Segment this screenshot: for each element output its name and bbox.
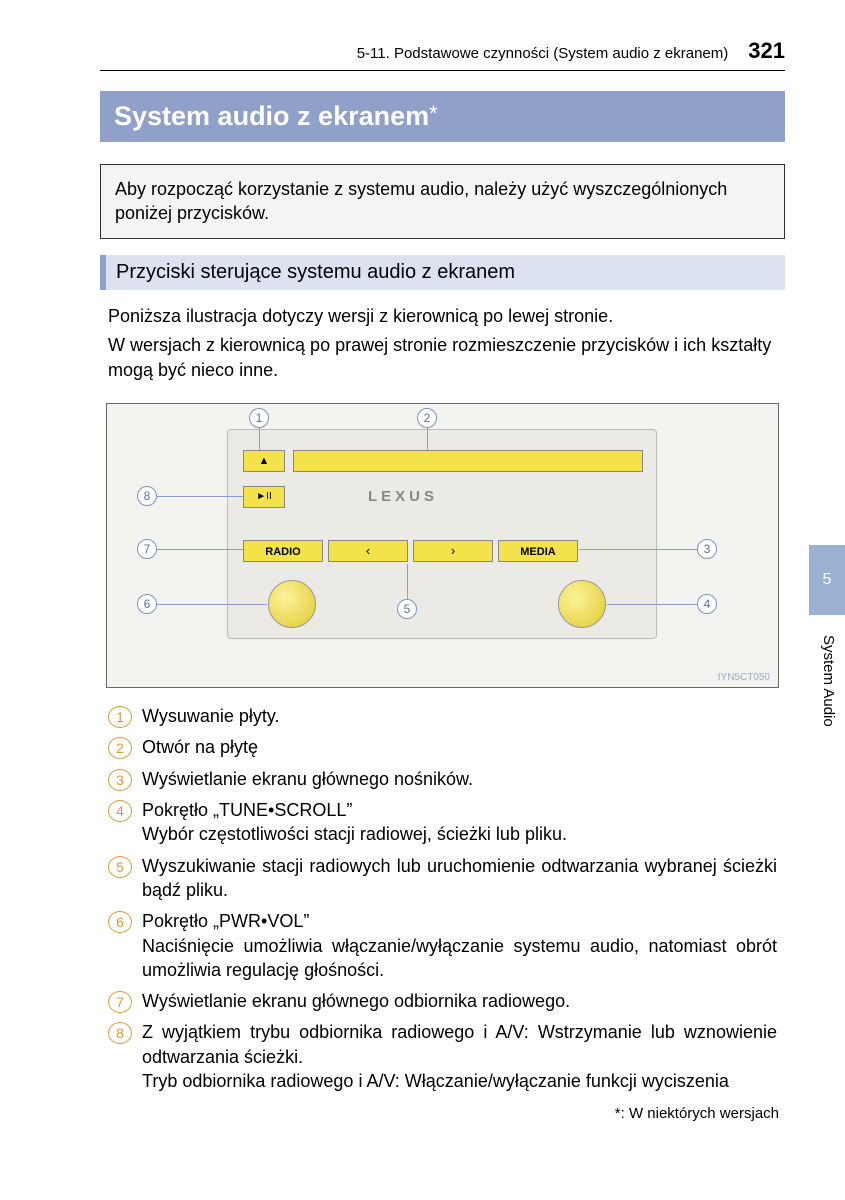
control-diagram: ▲ ►II LEXUS RADIO ‹ › MEDIA 1 2 3 4 5 6 … [106,403,779,688]
item-sub: Wybór częstotliwości stacji radiowej, śc… [142,822,777,846]
page-header: 5-11. Podstawowe czynności (System audio… [100,38,785,64]
lead-2 [427,428,428,450]
item-text: Z wyjątkiem trybu odbiornika radiowego i… [142,1020,777,1093]
item-sub: Naciśnięcie umożliwia włączanie/wyłączan… [142,934,777,983]
lead-8 [157,496,243,497]
play-pause-button: ►II [243,486,285,508]
tune-scroll-knob [558,580,606,628]
audio-panel: ▲ ►II LEXUS RADIO ‹ › MEDIA [227,429,657,639]
pwr-vol-knob [268,580,316,628]
lead-5 [407,564,408,600]
item-text: Wyszukiwanie stacji radiowych lub urucho… [142,854,777,903]
media-button: MEDIA [498,540,578,562]
body-text: Poniższa ilustracja dotyczy wersji z kie… [100,304,785,396]
item-num: 6 [108,911,132,933]
brand-logo: LEXUS [368,488,438,505]
page-title: System audio z ekranem* [100,91,785,142]
item-num: 7 [108,991,132,1013]
callout-1: 1 [249,408,269,428]
item-sub: Tryb odbiornika radiowego i A/V: Włączan… [142,1069,777,1093]
section-label: 5-11. Podstawowe czynności (System audio… [357,45,729,62]
list-item: 2 Otwór na płytę [108,735,777,759]
prev-button: ‹ [328,540,408,562]
body-p1: Poniższa ilustracja dotyczy wersji z kie… [108,304,777,329]
lead-3 [579,549,697,550]
callout-4: 4 [697,594,717,614]
item-text: Wyświetlanie ekranu głównego nośników. [142,767,777,791]
list-item: 5 Wyszukiwanie stacji radiowych lub uruch… [108,854,777,903]
lead-7 [157,549,243,550]
list-item: 4 Pokrętło „TUNE•SCROLL”Wybór częstotliwo… [108,798,777,847]
subheading: Przyciski sterujące systemu audio z ekra… [100,255,785,290]
next-button: › [413,540,493,562]
image-code: IYN5CT050 [718,672,770,683]
item-text: Pokrętło „TUNE•SCROLL”Wybór częstotliwoś… [142,798,777,847]
list-item: 7 Wyświetlanie ekranu głównego odbiornika… [108,989,777,1013]
item-num: 8 [108,1022,132,1044]
item-text: Wysuwanie płyty. [142,704,777,728]
legend-list: 1 Wysuwanie płyty. 2 Otwór na płytę 3 Wyświ… [100,704,785,1093]
header-rule [100,70,785,71]
item-text: Pokrętło „PWR•VOL”Naciśnięcie umożliwia … [142,909,777,982]
chapter-label: System Audio [820,635,837,727]
page-number: 321 [748,38,785,64]
item-num: 3 [108,769,132,791]
item-num: 5 [108,856,132,878]
list-item: 8 Z wyjątkiem trybu odbiornika radiowego … [108,1020,777,1093]
list-item: 3 Wyświetlanie ekranu głównego nośników. [108,767,777,791]
item-num: 4 [108,800,132,822]
list-item: 1 Wysuwanie płyty. [108,704,777,728]
callout-7: 7 [137,539,157,559]
radio-button: RADIO [243,540,323,562]
callout-2: 2 [417,408,437,428]
callout-6: 6 [137,594,157,614]
lead-4 [607,604,697,605]
disc-slot [293,450,643,472]
eject-button: ▲ [243,450,285,472]
item-text: Otwór na płytę [142,735,777,759]
body-p2: W wersjach z kierownicą po prawej stroni… [108,333,777,383]
title-asterisk: * [429,101,438,126]
lead-1 [259,428,260,450]
footnote: *: W niektórych wersjach [100,1105,785,1122]
item-num: 1 [108,706,132,728]
item-text: Wyświetlanie ekranu głównego odbiornika … [142,989,777,1013]
callout-8: 8 [137,486,157,506]
list-item: 6 Pokrętło „PWR•VOL”Naciśnięcie umożliwia… [108,909,777,982]
lead-6 [157,604,267,605]
title-text: System audio z ekranem [114,101,429,131]
item-num: 2 [108,737,132,759]
intro-box: Aby rozpocząć korzystanie z systemu audi… [100,164,785,239]
callout-3: 3 [697,539,717,559]
chapter-tab: 5 [809,545,845,615]
